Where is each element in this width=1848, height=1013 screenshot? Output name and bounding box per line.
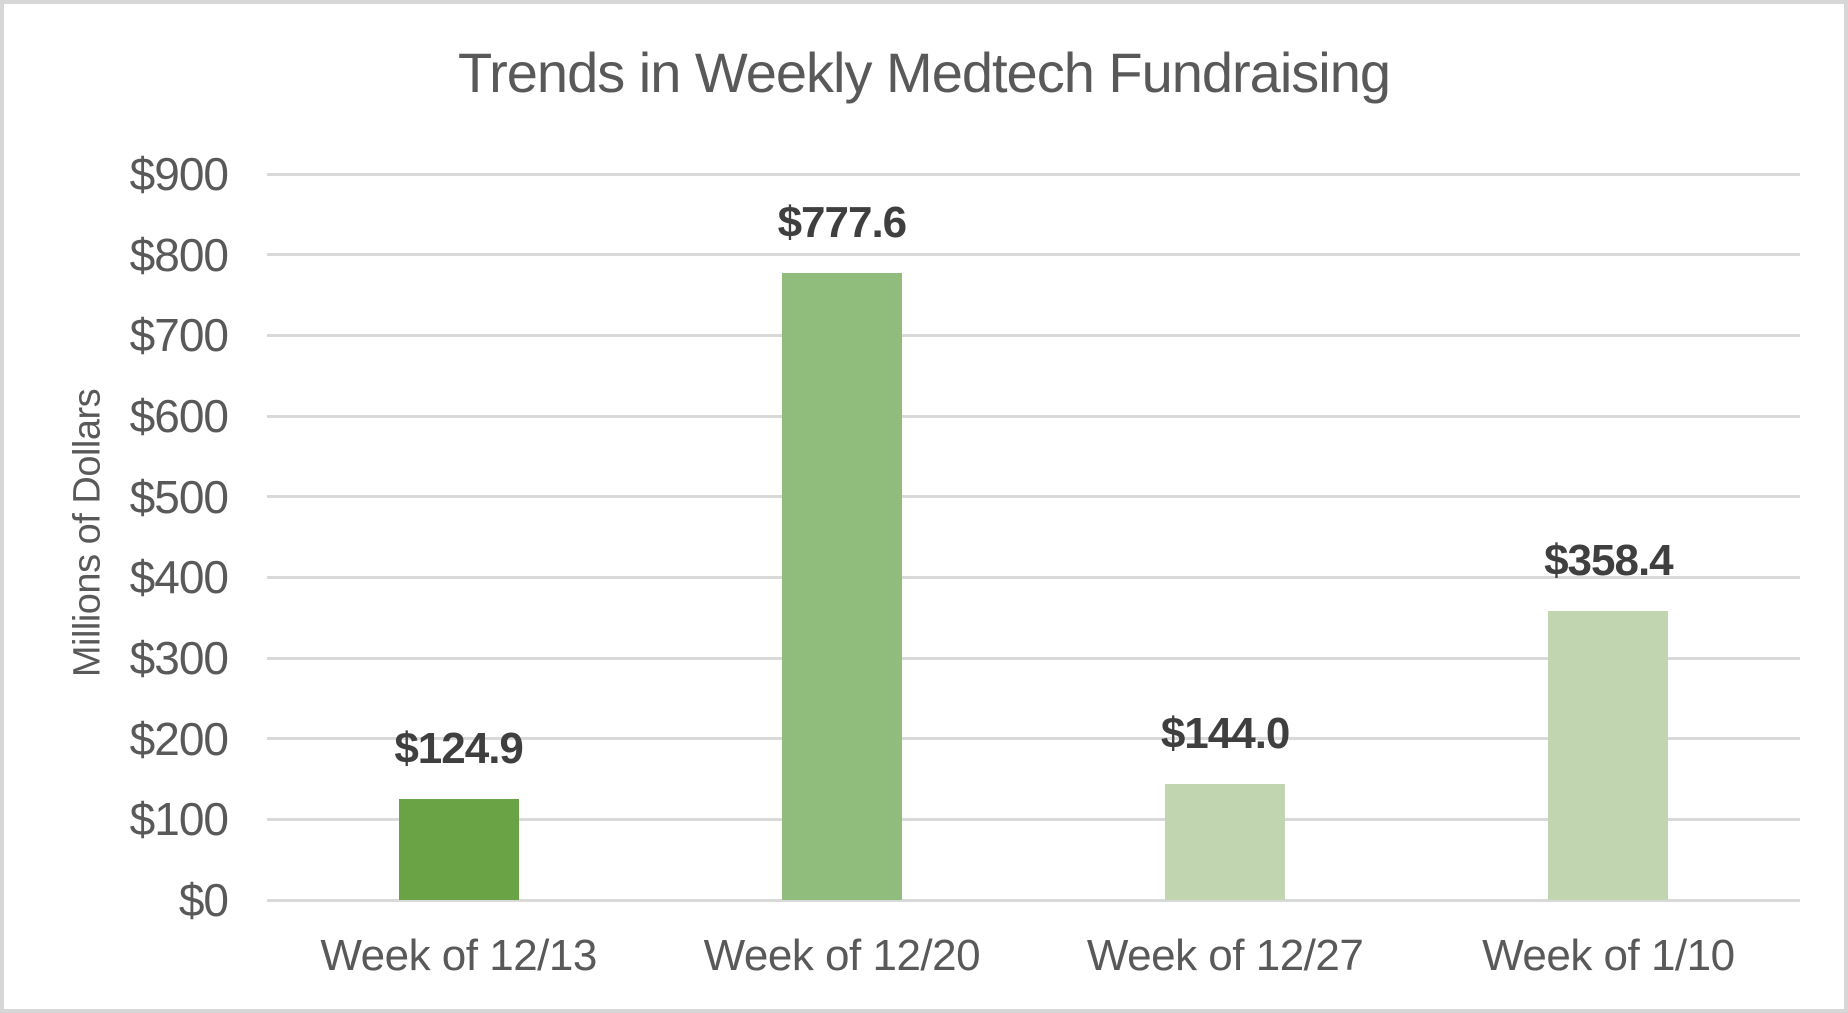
x-tick-label: Week of 12/20 <box>703 931 981 980</box>
y-tick-label: $800 <box>129 228 229 281</box>
x-tick-label: Week of 1/10 <box>1482 931 1735 980</box>
y-tick-label: $900 <box>129 148 229 200</box>
chart-title: Trends in Weekly Medtech Fundraising <box>458 41 1391 104</box>
bar <box>1165 783 1286 900</box>
y-tick-label: $600 <box>129 390 229 442</box>
x-tick-label: Week of 12/13 <box>320 931 597 980</box>
y-tick-label: $700 <box>129 309 229 362</box>
gridline <box>267 898 1800 902</box>
y-tick-label: $500 <box>129 470 229 523</box>
y-tick-label: $400 <box>129 551 229 604</box>
y-tick-label: $300 <box>129 632 229 684</box>
bar-value-label: $144.0 <box>1160 708 1291 758</box>
gridline <box>267 575 1800 579</box>
bar-value-label: $777.6 <box>777 197 908 247</box>
y-tick-label: $0 <box>178 874 229 926</box>
gridline <box>267 817 1800 821</box>
y-tick-label: $100 <box>129 793 229 846</box>
bar-value-label: $358.4 <box>1544 535 1674 585</box>
bar <box>398 799 519 900</box>
bar-value-label: $124.9 <box>394 724 524 774</box>
gridline <box>267 656 1800 660</box>
bar <box>781 272 902 900</box>
gridline <box>267 253 1800 257</box>
x-tick-label: Week of 12/27 <box>1086 931 1364 980</box>
y-tick-label: $200 <box>129 712 229 765</box>
gridline <box>267 172 1800 176</box>
gridline <box>267 495 1800 499</box>
gridline <box>267 333 1800 337</box>
gridline <box>267 737 1800 741</box>
gridline <box>267 414 1800 418</box>
bar <box>1548 610 1669 900</box>
